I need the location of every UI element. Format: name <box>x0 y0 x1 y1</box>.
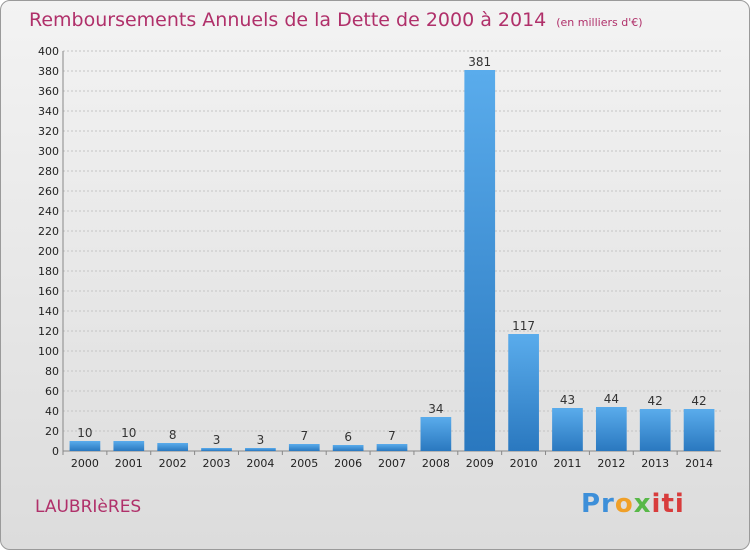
y-tick-label: 280 <box>38 165 59 178</box>
value-label-2005: 7 <box>300 429 308 443</box>
y-tick-label: 60 <box>45 385 59 398</box>
value-label-2004: 3 <box>257 433 265 447</box>
town-name: LAUBRIèRES <box>35 497 142 517</box>
bar-2008 <box>420 417 452 451</box>
y-tick-label: 100 <box>38 345 59 358</box>
x-tick-label-2013: 2013 <box>641 457 669 470</box>
y-tick-label: 160 <box>38 285 59 298</box>
x-tick-label-2010: 2010 <box>510 457 538 470</box>
y-tick-label: 80 <box>45 365 59 378</box>
y-tick-label: 240 <box>38 205 59 218</box>
y-tick-label: 300 <box>38 145 59 158</box>
proxiti-logo: Proxiti <box>581 489 685 519</box>
value-label-2001: 10 <box>121 426 136 440</box>
bar-2014 <box>683 409 715 451</box>
bars: 10 10 8 3 3 7 6 7 34 381 117 43 44 42 42 <box>69 55 715 451</box>
y-tick-label: 0 <box>52 445 59 458</box>
x-tick-label-2014: 2014 <box>685 457 713 470</box>
value-label-2010: 117 <box>512 319 535 333</box>
value-label-2008: 34 <box>428 402 443 416</box>
value-label-2014: 42 <box>691 394 706 408</box>
x-tick-label-2012: 2012 <box>597 457 625 470</box>
y-tick-label: 140 <box>38 305 59 318</box>
value-label-2000: 10 <box>77 426 92 440</box>
bar-2010 <box>508 334 539 451</box>
bar-2001 <box>113 441 145 451</box>
value-label-2007: 7 <box>388 429 396 443</box>
x-tick-label-2000: 2000 <box>71 457 99 470</box>
bar-2005 <box>288 444 320 451</box>
bar-2000 <box>69 441 101 451</box>
x-tick-label-2009: 2009 <box>466 457 494 470</box>
y-tick-label: 220 <box>38 225 59 238</box>
x-tick-label-2005: 2005 <box>290 457 318 470</box>
value-label-2009: 381 <box>468 55 491 69</box>
logo-part-3: x <box>633 489 652 519</box>
bar-2011 <box>552 408 583 451</box>
grid-lines <box>63 50 721 452</box>
value-label-2002: 8 <box>169 428 177 442</box>
y-tick-label: 320 <box>38 125 59 138</box>
x-tick-label-2003: 2003 <box>203 457 231 470</box>
y-tick-label: 260 <box>38 185 59 198</box>
bar-2004 <box>245 448 276 451</box>
x-tick-label-2006: 2006 <box>334 457 362 470</box>
bar-2009 <box>464 70 496 451</box>
value-label-2012: 44 <box>604 392 619 406</box>
value-label-2006: 6 <box>344 430 352 444</box>
y-tick-label: 380 <box>38 65 59 78</box>
y-tick-label: 20 <box>45 425 59 438</box>
bar-2007 <box>376 444 408 451</box>
y-tick-label: 360 <box>38 85 59 98</box>
bar-2012 <box>595 407 627 451</box>
logo-part-2: o <box>614 489 634 519</box>
chart-subtitle: (en milliers d'€) <box>556 16 643 29</box>
x-tick-label-2007: 2007 <box>378 457 406 470</box>
bar-2006 <box>332 445 364 451</box>
value-label-2003: 3 <box>213 433 221 447</box>
x-tick-label-2008: 2008 <box>422 457 450 470</box>
x-axis: 2000 2001 2002 2003 2004 2005 2006 2007 2008 2009… <box>62 451 713 470</box>
y-tick-label: 40 <box>45 405 59 418</box>
bar-2013 <box>639 409 671 451</box>
bar-2003 <box>201 448 232 451</box>
y-tick-label: 180 <box>38 265 59 278</box>
logo-part-1: Pr <box>581 489 615 519</box>
y-tick-label: 340 <box>38 105 59 118</box>
y-tick-label: 400 <box>38 45 59 58</box>
chart-title: Remboursements Annuels de la Dette de 20… <box>29 9 643 31</box>
y-tick-label: 120 <box>38 325 59 338</box>
x-tick-label-2001: 2001 <box>115 457 143 470</box>
x-tick-label-2011: 2011 <box>553 457 581 470</box>
logo-part-4: iti <box>651 489 685 519</box>
bar-2002 <box>157 443 189 451</box>
x-tick-label-2002: 2002 <box>159 457 187 470</box>
value-label-2011: 43 <box>560 393 575 407</box>
y-tick-label: 200 <box>38 245 59 258</box>
chart-title-text: Remboursements Annuels de la Dette de 20… <box>29 9 547 31</box>
value-label-2013: 42 <box>648 394 663 408</box>
x-tick-label-2004: 2004 <box>246 457 274 470</box>
